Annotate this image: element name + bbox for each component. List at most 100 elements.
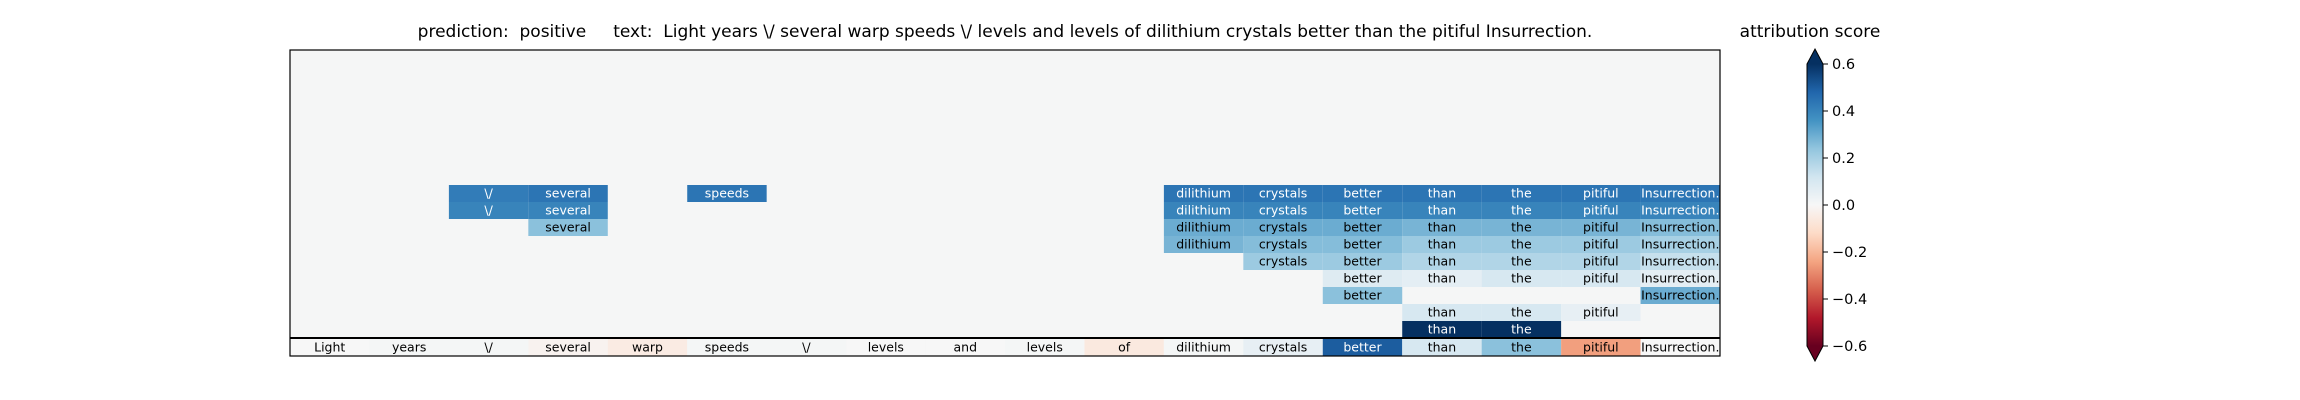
attribution-cell — [448, 202, 529, 219]
attribution-cell — [1243, 253, 1323, 270]
base-token-label: than — [1428, 340, 1456, 355]
attribution-token-label: than — [1428, 271, 1456, 286]
attribution-token-label: Insurrection. — [1641, 203, 1719, 218]
attribution-cell — [1561, 304, 1641, 321]
attribution-token-label: pitiful — [1583, 220, 1619, 235]
colorbar-tick-label: 0.4 — [1832, 104, 1855, 120]
attribution-cell — [1561, 236, 1641, 253]
colorbar-tick-label: 0.6 — [1832, 57, 1855, 73]
attribution-token-label: better — [1343, 288, 1382, 303]
attribution-cell — [1402, 236, 1482, 253]
base-token-label: the — [1511, 340, 1532, 355]
base-cell — [687, 339, 767, 356]
attribution-token-label: several — [545, 186, 591, 201]
base-cell — [846, 339, 926, 356]
plot-frame — [289, 49, 1721, 357]
attribution-token-label: crystals — [1259, 203, 1307, 218]
attribution-cell — [1481, 185, 1562, 202]
attribution-cell — [1561, 270, 1641, 287]
attribution-token-label: pitiful — [1583, 254, 1619, 269]
attribution-cell — [1561, 202, 1641, 219]
attribution-token-label: several — [545, 220, 591, 235]
attribution-token-label: Insurrection. — [1641, 288, 1719, 303]
attribution-cell — [1481, 236, 1562, 253]
attribution-token-label: Insurrection. — [1641, 220, 1719, 235]
attribution-token-label: than — [1428, 322, 1456, 337]
base-token-label: better — [1343, 340, 1382, 355]
colorbar-extend-max — [1807, 49, 1823, 64]
base-token-label: levels — [1027, 340, 1063, 355]
attribution-cell — [1640, 185, 1720, 202]
attribution-token-label: several — [545, 203, 591, 218]
attribution-token-label: Insurrection. — [1641, 186, 1719, 201]
attribution-cell — [1322, 185, 1403, 202]
base-token-label: warp — [632, 340, 663, 355]
attribution-token-label: the — [1511, 203, 1532, 218]
base-token-label: of — [1118, 340, 1131, 355]
base-token-label: and — [954, 340, 978, 355]
attribution-token-label: dilithium — [1176, 186, 1231, 201]
attribution-cell — [1402, 321, 1482, 338]
base-token-label: speeds — [705, 340, 749, 355]
colorbar — [1807, 64, 1823, 346]
base-token-label: \/ — [802, 340, 811, 355]
attribution-cell — [1322, 253, 1403, 270]
attribution-token-label: the — [1511, 305, 1532, 320]
attribution-cell — [1561, 185, 1641, 202]
attribution-token-label: better — [1343, 271, 1382, 286]
attribution-token-label: Insurrection. — [1641, 271, 1719, 286]
attribution-token-label: better — [1343, 254, 1382, 269]
attribution-token-label: Insurrection. — [1641, 254, 1719, 269]
attribution-token-label: the — [1511, 237, 1532, 252]
attribution-cell — [1640, 202, 1720, 219]
attribution-cell — [1322, 287, 1403, 304]
attribution-token-label: than — [1428, 237, 1456, 252]
base-cell — [290, 339, 370, 356]
attribution-token-label: better — [1343, 186, 1382, 201]
attribution-cell — [1402, 253, 1482, 270]
base-token-label: dilithium — [1176, 340, 1231, 355]
attribution-cell — [1163, 236, 1244, 253]
attribution-cell — [1402, 304, 1482, 321]
attribution-cell — [1640, 253, 1720, 270]
chart-title: prediction: positive text: Light years \… — [417, 22, 1593, 42]
attribution-token-label: better — [1343, 203, 1382, 218]
attribution-cell — [1243, 219, 1323, 236]
attribution-token-label: the — [1511, 186, 1532, 201]
attribution-cell — [528, 185, 608, 202]
base-cell — [1322, 339, 1403, 356]
attribution-cell — [1481, 270, 1562, 287]
attribution-cell — [1481, 219, 1562, 236]
attribution-cell — [1163, 185, 1244, 202]
attribution-cell — [528, 219, 608, 236]
base-token-label: crystals — [1259, 340, 1307, 355]
base-cell — [925, 339, 1005, 356]
attribution-cell — [1640, 219, 1720, 236]
attribution-cell — [1640, 287, 1720, 304]
base-token-label: Insurrection. — [1641, 340, 1719, 355]
attribution-token-label: crystals — [1259, 254, 1307, 269]
base-cell — [1402, 339, 1482, 356]
attribution-token-label: \/ — [484, 203, 493, 218]
attribution-cell — [1163, 202, 1244, 219]
attribution-token-label: crystals — [1259, 186, 1307, 201]
attribution-token-label: than — [1428, 203, 1456, 218]
base-token-label: \/ — [484, 340, 493, 355]
attribution-cell — [1481, 321, 1562, 338]
attribution-token-label: dilithium — [1176, 203, 1231, 218]
base-token-label: levels — [868, 340, 904, 355]
attribution-token-label: the — [1511, 254, 1532, 269]
attribution-token-label: pitiful — [1583, 305, 1619, 320]
base-cell — [448, 339, 529, 356]
base-cell — [766, 339, 847, 356]
base-cell — [369, 339, 449, 356]
attribution-token-label: the — [1511, 322, 1532, 337]
base-cell — [528, 339, 608, 356]
attribution-cell — [1322, 202, 1403, 219]
base-cell — [607, 339, 688, 356]
colorbar-tick-label: −0.2 — [1832, 245, 1867, 261]
attribution-token-label: better — [1343, 237, 1382, 252]
attribution-cell — [1243, 185, 1323, 202]
